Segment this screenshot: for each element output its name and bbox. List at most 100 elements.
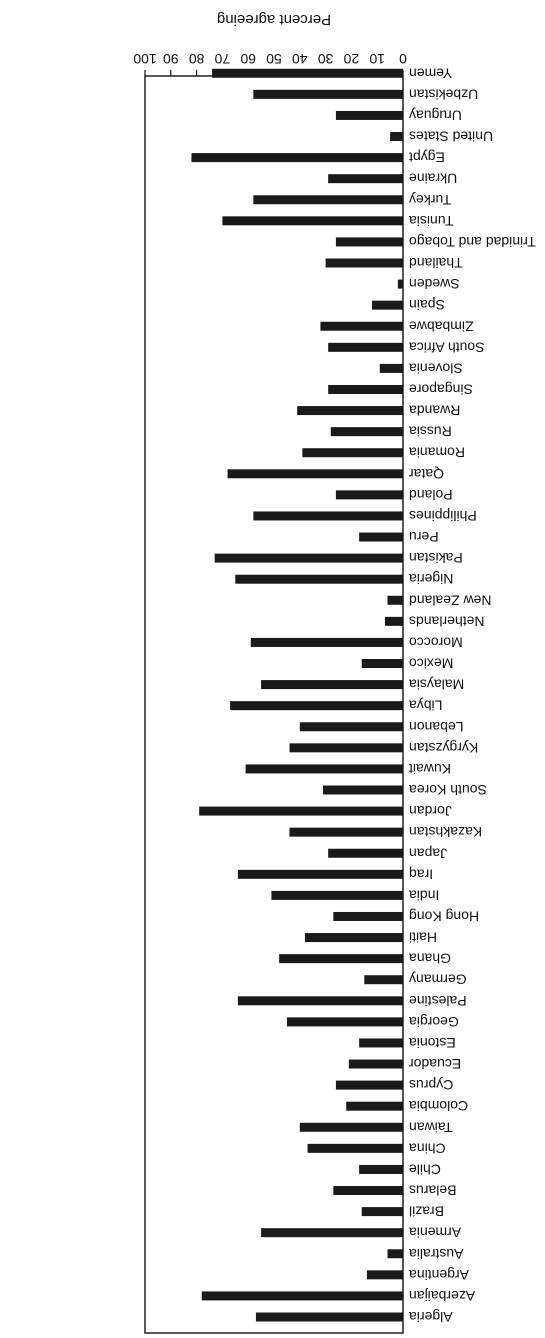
bar (255, 1312, 403, 1322)
bar (328, 384, 403, 394)
category-label: Sweden (409, 276, 460, 292)
x-tick-label: 40 (292, 51, 308, 67)
category-label: Belarus (409, 1183, 456, 1199)
bar (201, 1291, 403, 1301)
category-label: Jordan (409, 803, 452, 819)
category-label: South Africa (409, 339, 485, 355)
bar (299, 1122, 403, 1132)
bar (253, 89, 403, 99)
bar (199, 806, 403, 816)
category-label: Nigeria (409, 571, 454, 587)
axis-label: Percent agreeing (217, 11, 331, 28)
category-label: Iraq (409, 866, 433, 882)
category-label: India (409, 887, 440, 903)
x-tick-label: 50 (266, 51, 282, 67)
bar (390, 132, 403, 142)
x-tick-label: 70 (214, 51, 230, 67)
x-tick-label: 80 (189, 51, 205, 67)
category-label: Azerbaijan (409, 1288, 475, 1304)
category-label: Singapore (409, 381, 473, 397)
category-label: Spain (409, 297, 445, 313)
bar (330, 427, 403, 437)
bar (222, 216, 403, 226)
bar (325, 258, 403, 268)
bar (286, 1017, 403, 1027)
category-label: Ecuador (409, 1056, 461, 1072)
category-label: Uzbekistan (409, 86, 478, 102)
bar (335, 1080, 403, 1090)
bar (214, 553, 403, 563)
category-label: Brazil (409, 1204, 444, 1220)
category-label: Malaysia (409, 677, 464, 693)
category-label: Chile (409, 1161, 441, 1177)
category-label: Libya (409, 698, 443, 714)
category-label: Ghana (409, 951, 451, 967)
category-label: Pakistan (409, 550, 463, 566)
bar (372, 300, 403, 310)
bar (320, 321, 403, 331)
category-label: Tunisia (409, 213, 454, 229)
bar (361, 1207, 403, 1217)
bar (366, 1270, 403, 1280)
bar (237, 869, 403, 879)
category-label: Peru (409, 529, 439, 545)
bar (333, 911, 403, 921)
bar (297, 406, 403, 416)
category-label: Colombia (409, 1098, 468, 1114)
x-tick-label: 30 (318, 51, 334, 67)
bar (191, 153, 403, 163)
category-label: Haiti (409, 930, 437, 946)
bar (212, 68, 403, 78)
category-label: Germany (409, 972, 467, 988)
x-tick-label: 100 (133, 51, 157, 67)
category-label: Kazakhstan (409, 824, 482, 840)
category-label: New Zealand (409, 592, 492, 608)
category-label: Japan (409, 845, 447, 861)
category-label: Zimbabwe (409, 318, 474, 334)
category-label: Armenia (409, 1225, 461, 1241)
bar (299, 722, 403, 732)
bar (328, 174, 403, 184)
bar (289, 743, 403, 753)
bar (333, 1186, 403, 1196)
category-label: Kyrgyzstan (409, 740, 478, 756)
category-label: Morocco (409, 634, 463, 650)
bar (387, 595, 403, 605)
category-label: Algeria (409, 1309, 453, 1325)
bar (279, 954, 403, 964)
bar (335, 237, 403, 247)
category-label: Egypt (409, 150, 445, 166)
category-label: Slovenia (409, 360, 463, 376)
category-label: Trinidad and Tobago (409, 234, 536, 250)
category-label: South Korea (409, 782, 487, 798)
bar (359, 532, 403, 542)
category-label: Argentina (409, 1267, 469, 1283)
category-label: Taiwan (409, 1119, 453, 1135)
bar (289, 827, 403, 837)
category-label: Hong Kong (409, 908, 479, 924)
category-label: Estonia (409, 1035, 456, 1051)
bar (253, 511, 403, 521)
category-label: Ukraine (409, 171, 457, 187)
category-label: Turkey (409, 192, 451, 208)
bar (328, 342, 403, 352)
category-label: Yemen (409, 65, 452, 81)
bar (250, 637, 403, 647)
category-label: Netherlands (409, 613, 485, 629)
bar (261, 1228, 403, 1238)
bar (361, 659, 403, 669)
category-label: Qatar (409, 466, 444, 482)
category-label: Uruguay (409, 107, 462, 123)
bar (245, 764, 403, 774)
category-label: United States (409, 129, 493, 145)
category-label: Rwanda (409, 403, 461, 419)
bar (335, 110, 403, 120)
category-label: Romania (409, 445, 465, 461)
bar (384, 616, 403, 626)
bar (379, 363, 403, 373)
category-label: Georgia (409, 1014, 459, 1030)
category-label: Mexico (409, 656, 454, 672)
category-label: Russia (409, 424, 452, 440)
